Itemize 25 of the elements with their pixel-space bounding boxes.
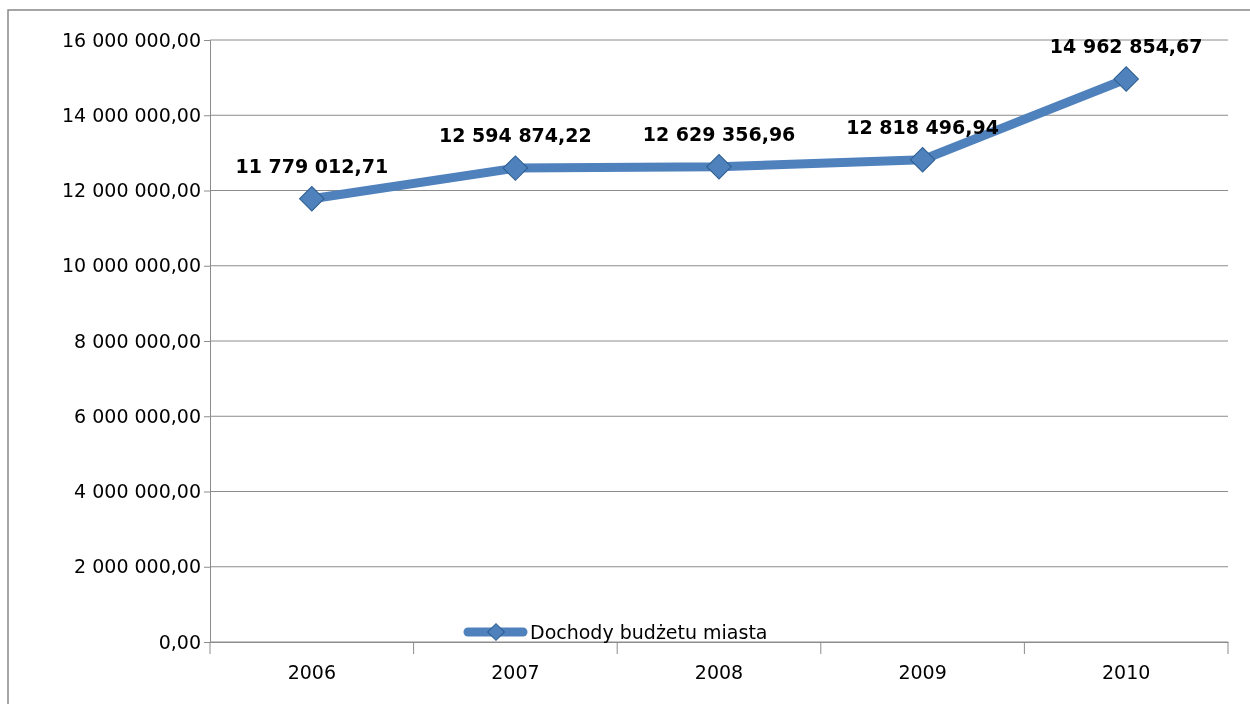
y-tick-label: 8 000 000,00 [74, 329, 201, 352]
data-label: 11 779 012,71 [235, 154, 389, 177]
point [299, 186, 325, 212]
y-tick-label: 16 000 000,00 [61, 28, 201, 51]
data-label: 12 594 874,22 [439, 124, 592, 147]
y-tick-label: 0,00 [158, 630, 201, 653]
x-tick-label: 2007 [491, 661, 540, 684]
point [502, 155, 529, 181]
y-tick-label: 4 000 000,00 [74, 480, 201, 503]
data-label: 12 818 496,94 [846, 115, 999, 138]
legend-label: Dochody budżetu miasta [530, 621, 768, 643]
y-tick-label: 14 000 000,00 [61, 103, 201, 126]
x-tick-label: 2008 [694, 661, 744, 684]
x-tick-label: 2010 [1102, 661, 1151, 684]
x-tick-label: 2006 [287, 661, 336, 684]
y-tick-label: 6 000 000,00 [74, 404, 201, 427]
data-label: 12 629 356,96 [642, 122, 796, 145]
point [909, 146, 936, 173]
x-tick-label: 2009 [898, 661, 947, 684]
point [1113, 66, 1139, 92]
point [706, 154, 732, 180]
data-label: 14 962 854,67 [1049, 35, 1203, 58]
y-tick-label: 10 000 000,00 [61, 254, 201, 277]
y-tick-label: 12 000 000,00 [61, 179, 201, 202]
y-tick-label: 2 000 000,00 [74, 555, 201, 578]
